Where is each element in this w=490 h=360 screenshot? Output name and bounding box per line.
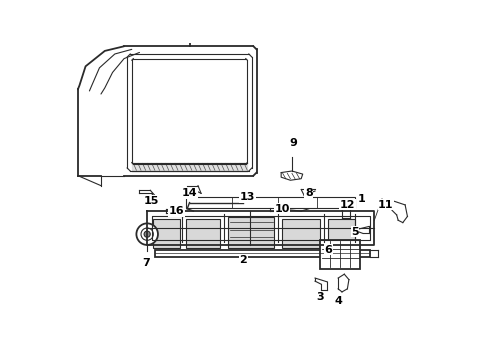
- Text: 15: 15: [144, 196, 159, 206]
- Text: 1: 1: [357, 194, 365, 204]
- Text: 8: 8: [305, 188, 313, 198]
- Text: 9: 9: [290, 138, 297, 148]
- Circle shape: [144, 231, 150, 237]
- Bar: [228, 217, 274, 248]
- Text: 16: 16: [169, 206, 184, 216]
- Bar: [153, 219, 180, 248]
- Text: 5: 5: [351, 227, 359, 237]
- Text: 10: 10: [274, 204, 290, 214]
- Circle shape: [136, 223, 158, 245]
- Text: 6: 6: [324, 244, 332, 255]
- Bar: [155, 249, 370, 257]
- Text: 7: 7: [142, 258, 149, 267]
- Text: 12: 12: [340, 200, 355, 210]
- Bar: [186, 219, 220, 248]
- Bar: [282, 219, 320, 248]
- Text: 14: 14: [182, 188, 197, 198]
- Bar: [328, 219, 355, 248]
- Text: 4: 4: [334, 296, 342, 306]
- Text: 2: 2: [240, 255, 247, 265]
- Circle shape: [141, 228, 153, 240]
- Text: 3: 3: [317, 292, 324, 302]
- Bar: [320, 239, 361, 269]
- Text: 11: 11: [378, 200, 393, 210]
- Text: 13: 13: [240, 192, 255, 202]
- Bar: [186, 197, 355, 208]
